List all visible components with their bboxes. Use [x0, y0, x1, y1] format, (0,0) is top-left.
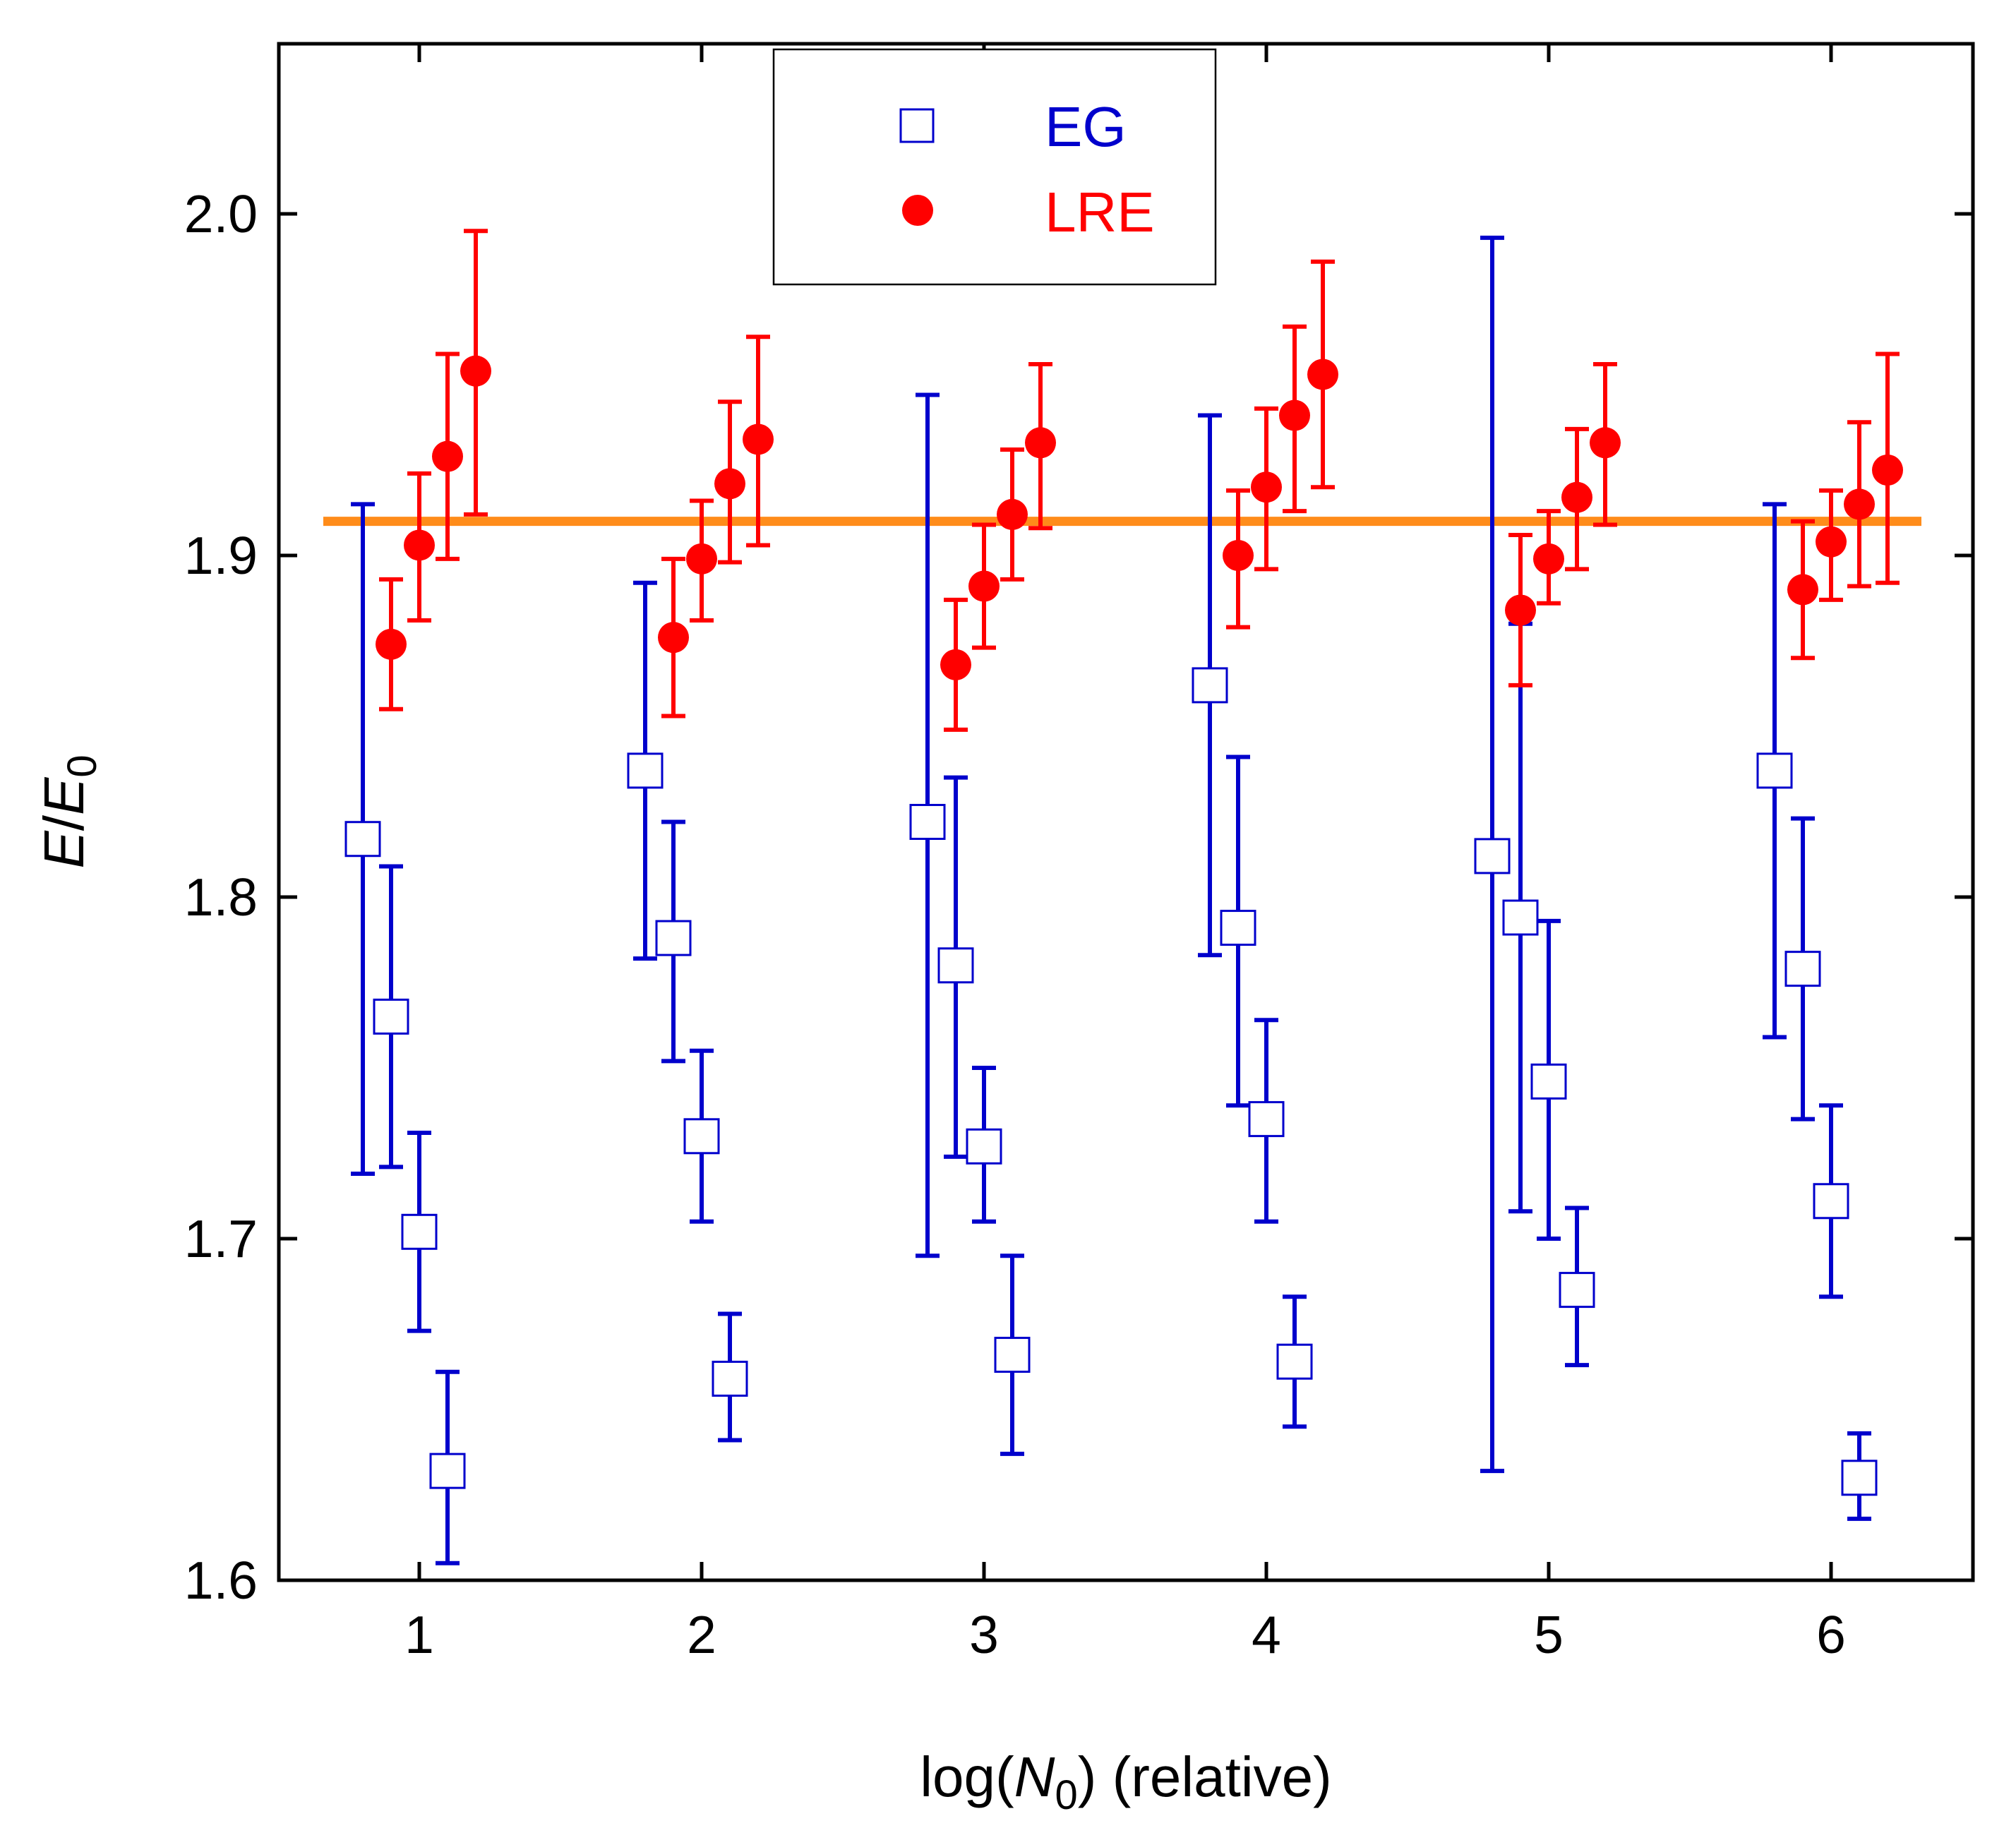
- y-axis-title-part: /: [32, 814, 95, 831]
- x-axis-title-subscript: 0: [1055, 1772, 1077, 1818]
- lre-point: [1590, 427, 1621, 459]
- y-tick-label: 1.7: [184, 1209, 258, 1268]
- eg-point: [683, 1118, 720, 1155]
- eg-point: [627, 752, 664, 789]
- lre-point: [1279, 399, 1310, 431]
- x-axis-title-part: ) (relative): [1078, 1745, 1332, 1808]
- eg-point: [1784, 951, 1821, 987]
- lre-point: [1816, 526, 1847, 558]
- eg-point: [909, 804, 946, 841]
- eg-point: [1813, 1183, 1849, 1220]
- x-tick-label: 1: [404, 1605, 434, 1664]
- legend-lre-label: LRE: [1045, 181, 1155, 243]
- lre-point: [743, 423, 774, 455]
- eg-point: [1192, 667, 1228, 704]
- lre-point: [686, 543, 717, 575]
- x-tick-label: 3: [969, 1605, 999, 1664]
- x-tick-label: 5: [1534, 1605, 1564, 1664]
- y-tick-label: 1.6: [184, 1551, 258, 1610]
- eg-point: [937, 947, 974, 984]
- y-axis-title-subscript: 0: [59, 754, 105, 777]
- lre-point: [1787, 574, 1818, 606]
- lre-point: [1251, 471, 1282, 503]
- x-tick-label: 4: [1252, 1605, 1281, 1664]
- lre-point: [1533, 543, 1564, 575]
- lre-point: [1223, 540, 1254, 571]
- lre-point: [997, 498, 1028, 530]
- x-tick-label: 6: [1816, 1605, 1846, 1664]
- eg-point: [1502, 899, 1539, 936]
- eg-point: [1276, 1343, 1313, 1380]
- lre-point: [1505, 594, 1536, 626]
- lre-point: [1025, 427, 1056, 459]
- eg-point: [966, 1128, 1002, 1165]
- plot-frame: [277, 42, 1975, 1582]
- x-axis-title: log(N0) (relative): [920, 1745, 1332, 1818]
- eg-point: [1248, 1101, 1285, 1138]
- eg-point: [429, 1453, 466, 1489]
- lre-point: [1307, 359, 1338, 390]
- x-tick-label: 2: [687, 1605, 716, 1664]
- eg-point: [401, 1213, 438, 1250]
- x-axis-title-part: N: [1014, 1745, 1055, 1808]
- eg-point: [344, 821, 381, 858]
- eg-point: [1841, 1460, 1878, 1496]
- y-tick-label: 2.0: [184, 184, 258, 243]
- series-eg: [344, 235, 1878, 1565]
- lre-point: [1844, 488, 1875, 520]
- axis-ticks: 1.6 1.7 1.8 1.9 2.0 1 2 3 4 5 6: [184, 44, 1973, 1664]
- eg-point: [655, 920, 692, 956]
- lre-point: [432, 440, 463, 472]
- eg-point: [1474, 838, 1511, 874]
- y-tick-label: 1.8: [184, 867, 258, 927]
- lre-point: [1561, 481, 1592, 513]
- eg-point: [712, 1360, 748, 1397]
- lre-point: [1872, 455, 1903, 486]
- y-axis-title: E/E0: [32, 754, 105, 868]
- y-axis-title-part: E: [32, 776, 95, 815]
- legend-eg-label: EG: [1045, 95, 1127, 158]
- lre-point: [940, 649, 971, 680]
- legend-lre-marker: [902, 195, 933, 226]
- lre-point: [968, 570, 1000, 602]
- eg-point: [994, 1337, 1031, 1373]
- eg-point: [1220, 910, 1256, 946]
- x-axis-title-part: log(: [920, 1745, 1014, 1808]
- y-axis-title-part: E: [32, 830, 95, 869]
- eg-point: [1559, 1272, 1595, 1309]
- lre-point: [376, 628, 407, 660]
- legend-eg-marker: [899, 108, 935, 143]
- legend: EG LRE: [772, 48, 1217, 286]
- lre-point: [658, 622, 689, 654]
- eg-point: [373, 998, 409, 1035]
- eg-point: [1530, 1063, 1567, 1100]
- series-lre: [376, 229, 1903, 732]
- lre-point: [714, 468, 745, 500]
- lre-point: [460, 355, 491, 387]
- eg-point: [1756, 752, 1793, 789]
- y-tick-label: 1.9: [184, 526, 258, 585]
- legend-box: [772, 48, 1217, 286]
- lre-point: [404, 529, 435, 561]
